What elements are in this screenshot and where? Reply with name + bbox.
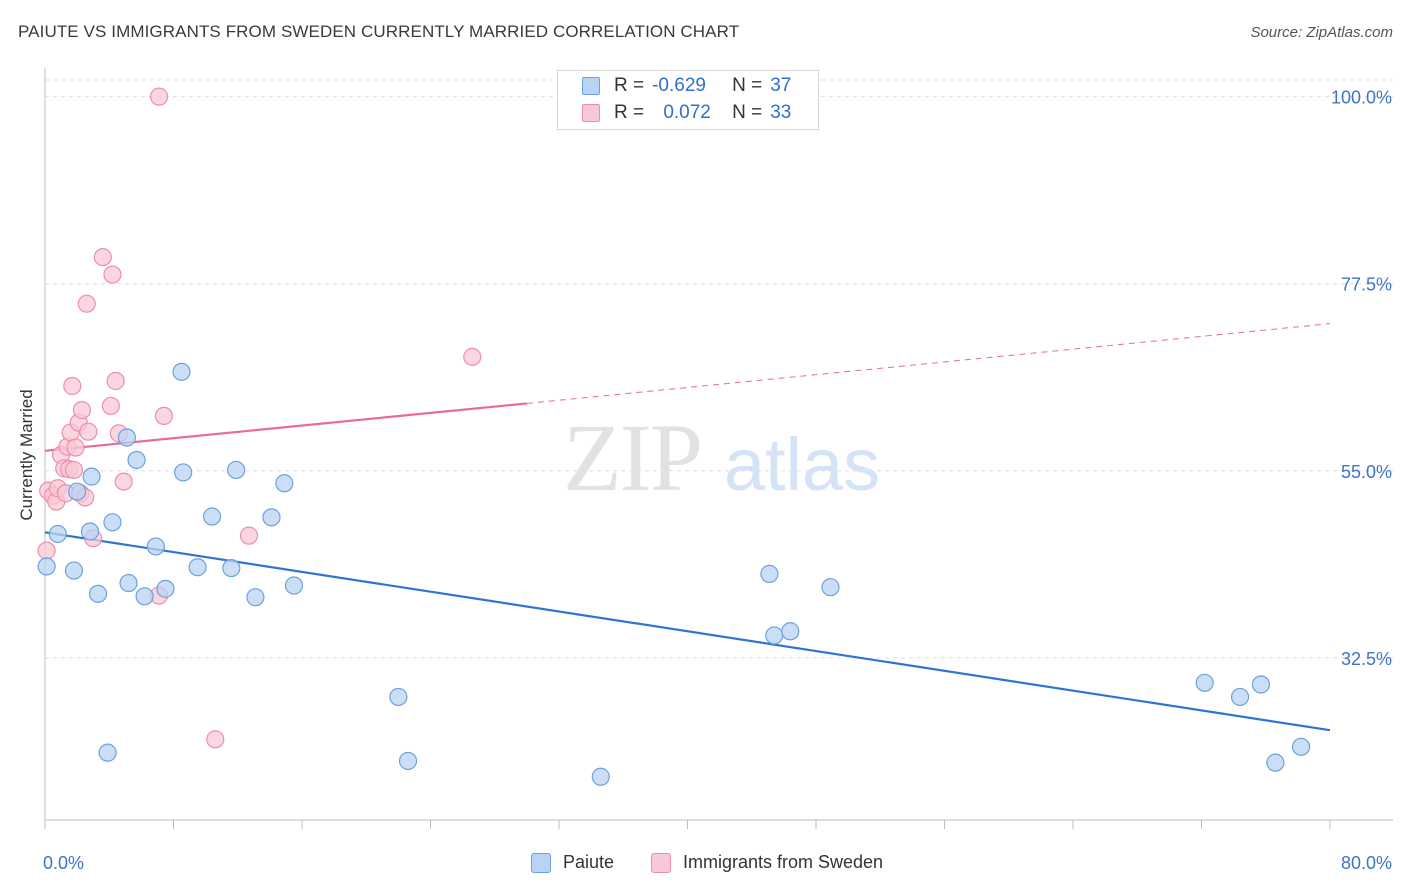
data-points bbox=[37, 87, 1311, 786]
paiute-point bbox=[760, 564, 779, 583]
x-tick-label: 80.0% bbox=[1341, 853, 1392, 873]
legend-r-label: R = bbox=[614, 102, 645, 123]
paiute-point bbox=[1291, 737, 1311, 756]
paiute-point bbox=[48, 524, 67, 544]
paiute-point bbox=[103, 513, 122, 532]
sweden-point bbox=[114, 472, 133, 491]
trend-lines bbox=[44, 323, 1331, 732]
paiute-point bbox=[117, 428, 137, 447]
sweden-point bbox=[72, 400, 92, 420]
watermark-zip: ZIP bbox=[563, 404, 701, 511]
sweden-point bbox=[64, 460, 84, 480]
sweden-legend-label: Immigrants from Sweden bbox=[683, 852, 884, 872]
sweden-point bbox=[63, 376, 82, 396]
legend-n-label: N = bbox=[732, 102, 763, 123]
legend-r-value: -0.629 bbox=[652, 75, 706, 96]
y-tick-label: 32.5% bbox=[1341, 649, 1392, 669]
sweden-point bbox=[239, 526, 259, 545]
sweden-point bbox=[93, 248, 112, 267]
y-axis-label: Currently Married bbox=[17, 389, 36, 521]
paiute-point bbox=[98, 743, 117, 762]
paiute-point bbox=[188, 558, 207, 577]
tick-labels: 32.5% 55.0% 77.5% 100.0% 0.0% 80.0% bbox=[43, 88, 1392, 873]
paiute-point bbox=[227, 460, 246, 480]
sweden-point bbox=[206, 730, 225, 749]
sweden-point bbox=[463, 347, 482, 366]
sweden-trend-line bbox=[526, 323, 1331, 404]
axes bbox=[44, 68, 1393, 829]
paiute-point bbox=[146, 537, 165, 556]
sweden-point bbox=[106, 371, 125, 391]
x-tick-label: 0.0% bbox=[43, 853, 84, 873]
legend-n-value: 33 bbox=[770, 102, 792, 123]
sweden-swatch bbox=[582, 104, 600, 122]
paiute-point bbox=[68, 482, 87, 501]
sweden-point bbox=[154, 406, 173, 426]
y-tick-label: 100.0% bbox=[1331, 88, 1392, 108]
paiute-point bbox=[135, 587, 154, 606]
paiute-point bbox=[64, 561, 84, 580]
legend-r-value: 0.072 bbox=[663, 102, 711, 123]
y-tick-label: 77.5% bbox=[1341, 275, 1392, 295]
sweden-point bbox=[77, 294, 96, 313]
legend-n-value: 37 bbox=[770, 75, 792, 96]
sweden-point bbox=[37, 541, 56, 560]
paiute-point bbox=[765, 626, 784, 645]
paiute-swatch bbox=[582, 77, 600, 95]
legend-r-label: R = bbox=[614, 75, 645, 96]
paiute-point bbox=[591, 767, 610, 786]
y-tick-label: 55.0% bbox=[1341, 462, 1392, 482]
paiute-point bbox=[174, 463, 193, 482]
paiute-point bbox=[37, 557, 56, 576]
legend-item-paiute: Paiute bbox=[531, 852, 614, 873]
grid-lines bbox=[45, 79, 1393, 659]
paiute-point bbox=[82, 467, 101, 486]
paiute-point bbox=[202, 507, 222, 526]
legend-row-paiute: R = -0.629 N = 37 bbox=[582, 74, 791, 98]
watermark: ZIP atlas bbox=[563, 404, 880, 511]
paiute-point bbox=[1195, 673, 1214, 692]
legend-n-label: N = bbox=[732, 75, 763, 96]
correlation-legend: R = -0.629 N = 37 R = 0.072 N = 33 bbox=[557, 70, 819, 130]
paiute-point bbox=[127, 450, 146, 470]
paiute-point bbox=[821, 578, 840, 597]
paiute-point bbox=[1266, 753, 1285, 772]
paiute-point bbox=[1251, 675, 1271, 694]
watermark-atlas: atlas bbox=[724, 423, 880, 506]
legend-row-sweden: R = 0.072 N = 33 bbox=[582, 101, 791, 125]
paiute-point bbox=[398, 751, 418, 771]
paiute-point bbox=[119, 573, 138, 593]
paiute-point bbox=[80, 522, 100, 541]
paiute-point bbox=[284, 576, 304, 595]
paiute-point bbox=[262, 508, 281, 527]
source-label: Source: ZipAtlas.com bbox=[1250, 24, 1393, 41]
chart-title: PAIUTE VS IMMIGRANTS FROM SWEDEN CURRENT… bbox=[18, 22, 740, 41]
paiute-point bbox=[222, 558, 241, 578]
paiute-point bbox=[275, 474, 294, 493]
paiute-point bbox=[156, 579, 175, 598]
paiute-point bbox=[246, 588, 265, 607]
paiute-legend-swatch bbox=[531, 852, 551, 873]
paiute-point bbox=[1230, 687, 1250, 707]
sweden-point bbox=[149, 87, 169, 106]
paiute-point bbox=[389, 687, 408, 707]
sweden-point bbox=[101, 396, 120, 416]
sweden-point bbox=[66, 438, 85, 457]
sweden-point bbox=[79, 422, 98, 441]
paiute-point bbox=[781, 622, 800, 641]
sweden-legend-swatch bbox=[651, 852, 671, 873]
paiute-point bbox=[88, 584, 108, 603]
paiute-trend-line bbox=[44, 531, 1331, 732]
sweden-point bbox=[103, 265, 122, 284]
paiute-point bbox=[172, 362, 191, 381]
paiute-legend-label: Paiute bbox=[563, 852, 615, 872]
legend-item-sweden: Immigrants from Sweden bbox=[651, 852, 883, 873]
